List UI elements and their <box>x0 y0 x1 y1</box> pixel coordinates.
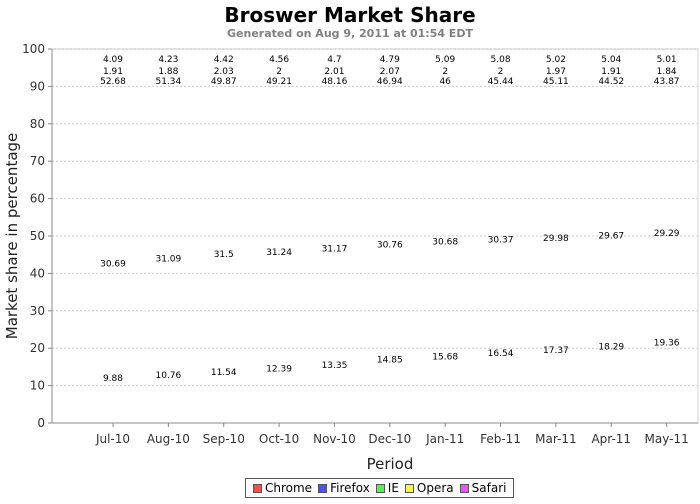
data-label-chrome: 14.85 <box>377 355 403 365</box>
data-label-opera: 2 <box>498 67 504 77</box>
data-label-ie: 45.44 <box>488 77 514 87</box>
plot-background <box>51 48 699 424</box>
x-tick-label: Sep-10 <box>203 432 245 446</box>
legend-item-ie: IE <box>375 481 399 495</box>
data-label-firefox: 31.5 <box>214 250 234 260</box>
legend-item-opera: Opera <box>404 481 454 495</box>
data-label-chrome: 16.54 <box>488 349 514 359</box>
data-label-firefox: 31.24 <box>266 248 292 258</box>
data-label-firefox: 30.37 <box>488 236 514 246</box>
x-tick-label: May-11 <box>645 432 689 446</box>
data-label-ie: 46 <box>439 77 451 87</box>
data-label-opera: 1.91 <box>103 67 123 77</box>
data-label-ie: 44.52 <box>598 77 624 87</box>
data-label-safari: 4.79 <box>380 55 400 65</box>
y-tick-label: 90 <box>30 79 45 93</box>
x-tick-label: Jul-10 <box>95 432 130 446</box>
y-tick-label: 70 <box>30 154 45 168</box>
legend-swatch <box>404 483 414 493</box>
legend-label: Opera <box>416 481 454 495</box>
legend-item-safari: Safari <box>459 481 507 495</box>
data-label-safari: 5.04 <box>601 55 621 65</box>
x-tick-label: Apr-11 <box>591 432 631 446</box>
y-tick-label: 50 <box>30 229 45 243</box>
legend-swatch <box>318 483 328 493</box>
legend-swatch <box>253 483 262 493</box>
y-tick-label: 60 <box>30 192 45 206</box>
x-tick-label: Nov-10 <box>313 432 356 446</box>
data-label-safari: 4.7 <box>327 55 341 65</box>
chart-title: Broswer Market Share <box>224 3 476 27</box>
data-label-opera: 2.07 <box>380 67 400 77</box>
legend-label: Firefox <box>330 481 370 495</box>
data-label-chrome: 15.68 <box>432 352 458 362</box>
data-label-chrome: 19.36 <box>654 339 680 349</box>
data-label-ie: 46.94 <box>377 77 403 87</box>
legend-label: IE <box>387 481 399 495</box>
y-tick-label: 100 <box>22 42 45 56</box>
y-tick-label: 0 <box>37 416 45 430</box>
chart-subtitle: Generated on Aug 9, 2011 at 01:54 EDT <box>227 27 473 40</box>
data-label-safari: 4.56 <box>269 55 289 65</box>
data-label-ie: 49.21 <box>266 77 292 87</box>
y-tick-label: 30 <box>30 304 45 318</box>
x-tick-label: Aug-10 <box>147 432 190 446</box>
x-tick-label: Mar-11 <box>535 432 576 446</box>
data-label-safari: 4.23 <box>158 55 178 65</box>
data-label-opera: 2 <box>276 67 282 77</box>
data-label-opera: 1.88 <box>158 67 178 77</box>
data-label-safari: 5.02 <box>546 55 566 65</box>
data-label-chrome: 9.88 <box>103 374 123 384</box>
legend-swatch <box>459 483 469 493</box>
legend-item-firefox: Firefox <box>318 481 370 495</box>
x-tick-label: Jan-11 <box>425 432 464 446</box>
legend-label: Chrome <box>265 481 313 495</box>
data-label-ie: 48.16 <box>322 77 348 87</box>
y-tick-label: 10 <box>30 379 45 393</box>
y-tick-label: 40 <box>30 266 45 280</box>
x-tick-label: Dec-10 <box>368 432 411 446</box>
data-label-chrome: 13.35 <box>322 361 348 371</box>
data-label-firefox: 31.17 <box>322 244 348 254</box>
legend: Chrome Firefox IE Opera Safari <box>245 478 515 498</box>
data-label-firefox: 30.68 <box>432 238 458 248</box>
data-label-opera: 1.84 <box>657 67 677 77</box>
data-label-safari: 5.08 <box>491 55 511 65</box>
x-axis-title: Period <box>367 455 414 473</box>
data-label-chrome: 17.37 <box>543 346 569 356</box>
data-label-opera: 2 <box>442 67 448 77</box>
data-label-safari: 4.09 <box>103 55 123 65</box>
data-label-ie: 51.34 <box>155 77 181 87</box>
data-label-ie: 45.11 <box>543 77 569 87</box>
data-label-firefox: 31.09 <box>155 254 181 264</box>
legend-item-chrome: Chrome <box>253 481 312 495</box>
y-tick-label: 80 <box>30 117 45 131</box>
data-label-firefox: 30.76 <box>377 240 403 250</box>
data-label-safari: 5.01 <box>657 55 677 65</box>
x-tick-label: Oct-10 <box>259 432 299 446</box>
x-tick-label: Feb-11 <box>480 432 521 446</box>
data-label-firefox: 29.67 <box>598 232 624 242</box>
data-label-ie: 49.87 <box>211 77 237 87</box>
legend-swatch <box>375 483 385 493</box>
data-label-chrome: 11.54 <box>211 368 237 378</box>
data-label-chrome: 12.39 <box>266 365 292 375</box>
data-label-ie: 52.68 <box>100 77 126 87</box>
data-label-opera: 1.97 <box>546 67 566 77</box>
data-label-ie: 43.87 <box>654 77 680 87</box>
data-label-opera: 2.01 <box>324 67 344 77</box>
y-tick-label: 20 <box>30 341 45 355</box>
data-label-chrome: 18.29 <box>598 343 624 353</box>
data-label-firefox: 29.98 <box>543 234 569 244</box>
legend-label: Safari <box>471 481 507 495</box>
data-label-firefox: 29.29 <box>654 229 680 239</box>
data-label-opera: 2.03 <box>214 67 234 77</box>
data-label-safari: 5.09 <box>435 55 455 65</box>
data-label-opera: 1.91 <box>601 67 621 77</box>
data-label-safari: 4.42 <box>214 55 234 65</box>
data-label-chrome: 10.76 <box>155 371 181 381</box>
y-axis-title: Market share in percentage <box>3 133 21 340</box>
data-label-firefox: 30.69 <box>100 259 126 269</box>
